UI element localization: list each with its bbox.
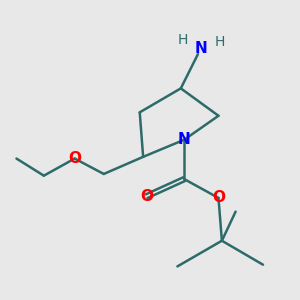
Text: O: O [140, 189, 153, 204]
Text: H: H [215, 35, 225, 49]
Text: N: N [195, 41, 208, 56]
Text: O: O [212, 190, 225, 206]
Text: H: H [177, 33, 188, 47]
Text: O: O [68, 151, 81, 166]
Text: N: N [178, 132, 190, 147]
